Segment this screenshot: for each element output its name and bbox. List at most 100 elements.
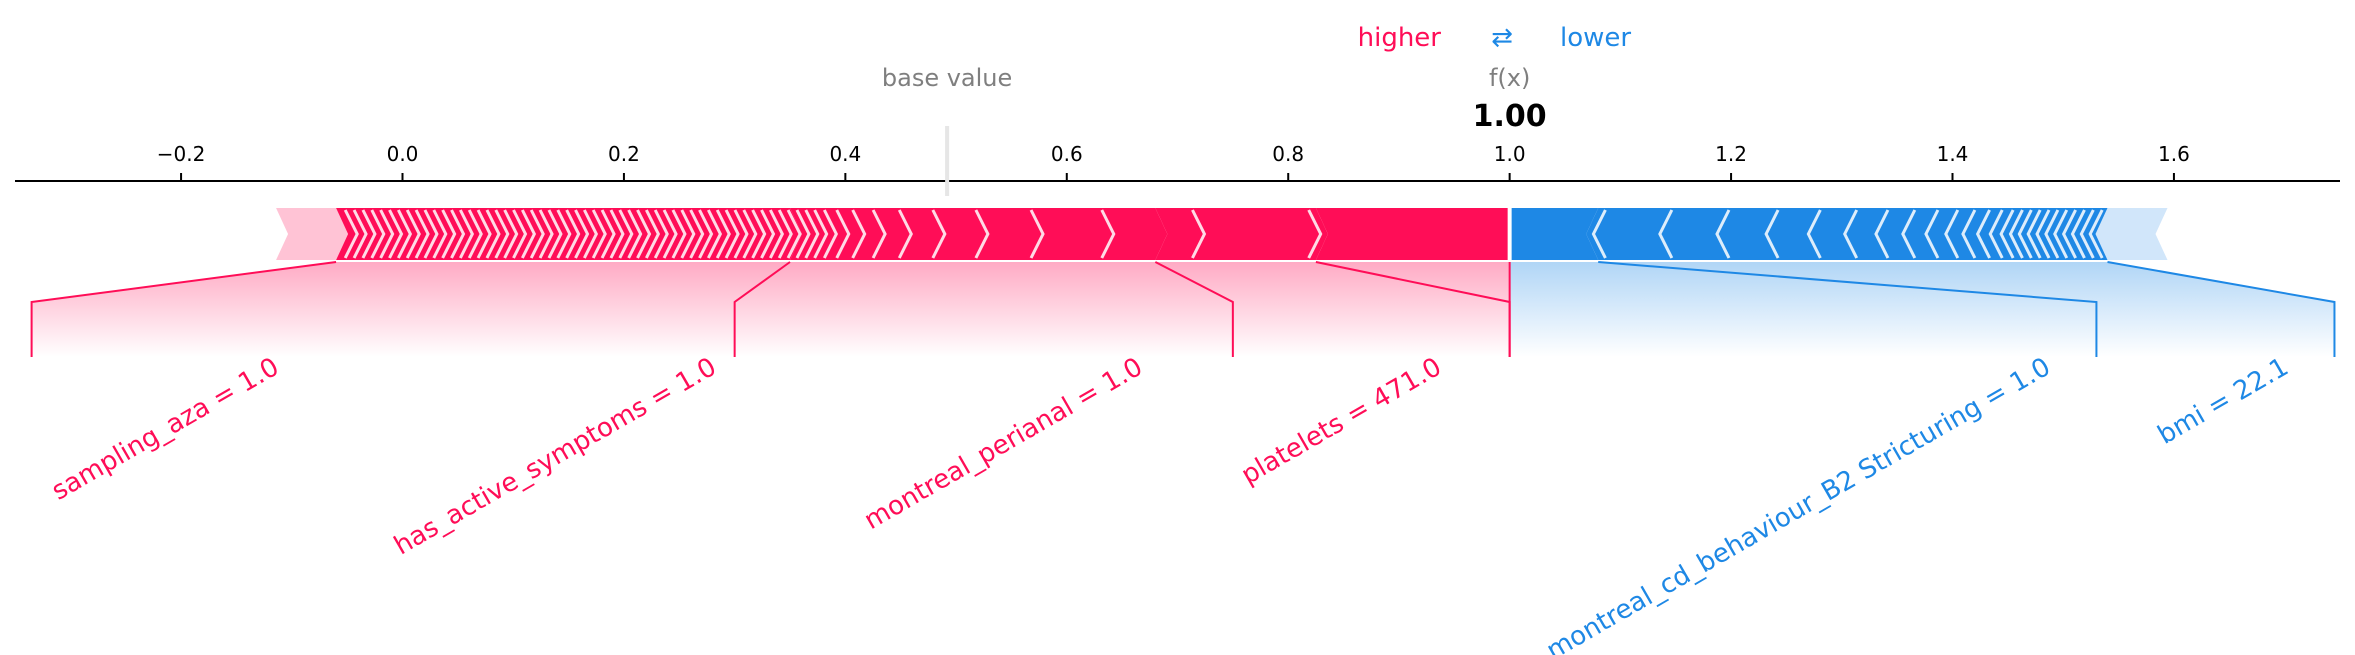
legend-higher-label: higher (1358, 23, 1442, 53)
bar-separator (2079, 209, 2095, 259)
bar-separator (2008, 209, 2024, 259)
bar-separator (1100, 209, 1116, 259)
bar-separator (1975, 209, 1991, 259)
x-tick-label: 0.0 (387, 142, 419, 166)
leader-line (1598, 261, 2098, 357)
bar-separator (2053, 209, 2069, 259)
bar-separator (521, 209, 537, 259)
bar-separator (689, 209, 705, 259)
bar-separator (1591, 209, 1607, 259)
bar-separator (751, 209, 767, 259)
bar-separator (370, 209, 386, 259)
bar-separator (476, 209, 492, 259)
x-tick-label: 1.6 (2158, 142, 2190, 166)
bar-separator (414, 209, 430, 259)
leader-line (30, 261, 337, 357)
feature-label: bmi = 22.1 (2153, 352, 2294, 451)
positive-feature-bar (790, 208, 1168, 260)
bar-separator (653, 209, 669, 259)
bar-separator (1843, 209, 1859, 259)
bar-separator (441, 209, 457, 259)
bar-separator (871, 209, 887, 259)
bar-separator (1988, 209, 2004, 259)
negative-feature-bar (1509, 208, 1599, 260)
connector-fill (31, 262, 1510, 357)
fx-label: f(x) (1489, 64, 1530, 92)
x-tick-label: −0.2 (157, 142, 206, 166)
bar-separator (2088, 209, 2104, 259)
bar-separator (405, 209, 421, 259)
bar-separator (538, 209, 554, 259)
bar-separator (450, 209, 466, 259)
bar-separator (343, 209, 359, 259)
bar-separator (467, 209, 483, 259)
bar-separator (574, 209, 590, 259)
bar-separator (1901, 209, 1917, 259)
bar-separator (931, 209, 947, 259)
bar-separator (423, 209, 439, 259)
feature-label: has_active_symptoms = 1.0 (389, 352, 721, 561)
fx-value: 1.00 (1473, 99, 1547, 134)
bar-separator (1961, 209, 1977, 259)
feature-label: platelets = 471.0 (1236, 352, 1446, 491)
bar-separator (974, 209, 990, 259)
bar-separator (707, 209, 723, 259)
bar-separator (1715, 209, 1731, 259)
bar-separator (724, 209, 740, 259)
bar-separator (591, 209, 607, 259)
force-bars (276, 206, 2168, 262)
bar-separator (379, 209, 395, 259)
base-value-label: base value (882, 64, 1012, 92)
bar-separator (485, 209, 501, 259)
bar-separator (1806, 209, 1822, 259)
bar-separator (556, 209, 572, 259)
x-tick-label: 0.8 (1272, 142, 1304, 166)
bar-separator (645, 209, 661, 259)
feature-labels: platelets = 471.0 montreal_perianal = 1.0… (47, 352, 2294, 655)
bar-separator (397, 209, 413, 259)
x-axis: −0.2 0.0 0.2 0.4 0.6 0.8 1.0 1.2 1.4 1.6 (15, 126, 2340, 196)
bar-separator (1944, 209, 1960, 259)
bar-separator (565, 209, 581, 259)
bar-separator (804, 209, 820, 259)
bar-separator (786, 209, 802, 259)
bar-separator (1307, 209, 1323, 259)
legend-arrows-icon: ⇄ (1491, 23, 1513, 53)
bar-separator (361, 209, 377, 259)
bar-separator (1924, 209, 1940, 259)
bar-separator (2044, 209, 2060, 259)
x-tick-label: 0.6 (1051, 142, 1083, 166)
bar-separator (2061, 209, 2077, 259)
bar-separator (636, 209, 652, 259)
bar-separator (769, 209, 785, 259)
x-tick-label: 0.2 (608, 142, 640, 166)
negative-tail (2095, 208, 2168, 260)
bar-separator (662, 209, 678, 259)
bar-separator (715, 209, 731, 259)
bar-separator (503, 209, 519, 259)
bar-separator (1874, 209, 1890, 259)
bar-separator (529, 209, 545, 259)
bar-separator (618, 209, 634, 259)
positive-feature-bar (1155, 208, 1328, 260)
bar-separator (432, 209, 448, 259)
bar-separator (777, 209, 793, 259)
bar-separator (813, 209, 829, 259)
bar-separator (600, 209, 616, 259)
bar-separator (609, 209, 625, 259)
x-tick-label: 1.0 (1494, 142, 1526, 166)
x-tick-label: 1.2 (1715, 142, 1747, 166)
leader-line (2107, 261, 2336, 357)
bar-separator (2026, 209, 2042, 259)
bar-separator (897, 209, 913, 259)
bar-separator (760, 209, 776, 259)
leader-line (733, 261, 791, 357)
bar-separator (822, 209, 839, 259)
feature-label: montreal_cd_behaviour_B2 Stricturing = 1… (1542, 352, 2056, 655)
bar-separator (733, 209, 749, 259)
legend-lower-label: lower (1560, 23, 1631, 53)
bar-separator (671, 209, 687, 259)
bar-separator (388, 209, 404, 259)
positive-feature-bar (1315, 208, 1510, 260)
